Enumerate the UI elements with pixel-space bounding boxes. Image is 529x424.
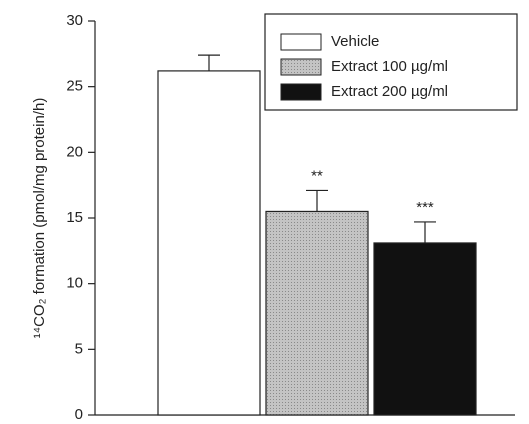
y-axis-label: ¹⁴CO₂ formation (pmol/mg protein/h) xyxy=(31,98,48,339)
y-tick-label: 30 xyxy=(66,12,83,29)
significance-label: ** xyxy=(311,167,323,184)
y-tick-label: 25 xyxy=(66,78,83,95)
legend-swatch xyxy=(280,83,322,101)
legend-swatch xyxy=(280,58,322,76)
legend-swatch xyxy=(280,33,322,51)
y-tick-label: 5 xyxy=(75,340,83,357)
y-tick-label: 15 xyxy=(66,209,83,226)
bar xyxy=(157,70,261,416)
legend-label: Extract 200 µg/ml xyxy=(331,83,448,100)
legend-label: Extract 100 µg/ml xyxy=(331,58,448,75)
y-tick-label: 20 xyxy=(66,143,83,160)
bar xyxy=(373,242,477,416)
bar xyxy=(265,210,369,416)
y-tick-label: 10 xyxy=(66,275,83,292)
legend-label: Vehicle xyxy=(331,33,379,50)
significance-label: *** xyxy=(416,199,434,216)
y-tick-label: 0 xyxy=(75,406,83,423)
